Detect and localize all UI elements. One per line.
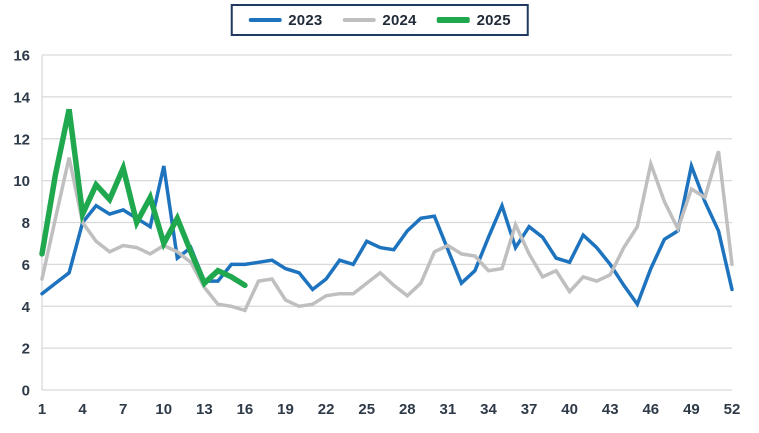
legend-swatch-2024 <box>342 18 376 22</box>
legend-item-2024: 2024 <box>342 12 416 29</box>
x-tick-label: 49 <box>683 401 700 418</box>
x-tick-label: 19 <box>277 401 294 418</box>
legend-swatch-2023 <box>248 18 282 22</box>
series-line-2024 <box>40 150 734 313</box>
y-tick-label: 14 <box>13 89 30 106</box>
x-tick-label: 10 <box>155 401 172 418</box>
y-tick-label: 12 <box>13 131 30 148</box>
y-tick-label: 8 <box>22 215 30 232</box>
x-tick-label: 13 <box>196 401 213 418</box>
x-tick-label: 34 <box>480 401 497 418</box>
x-tick-label: 43 <box>602 401 619 418</box>
x-tick-label: 16 <box>237 401 254 418</box>
y-tick-label: 16 <box>13 48 30 65</box>
y-tick-label: 6 <box>22 257 30 274</box>
legend-swatch-2025 <box>436 17 470 23</box>
y-tick-label: 0 <box>22 383 30 400</box>
x-tick-label: 22 <box>318 401 335 418</box>
x-tick-label: 37 <box>521 401 538 418</box>
y-tick-labels: 0 2 4 6 8 10 12 14 16 <box>13 48 30 400</box>
y-tick-label: 10 <box>13 173 30 190</box>
series-line-2025 <box>39 108 248 289</box>
x-tick-label: 52 <box>724 401 741 418</box>
y-tick-label: 4 <box>22 299 31 316</box>
x-tick-label: 31 <box>440 401 457 418</box>
legend-item-2025: 2025 <box>436 11 511 29</box>
x-tick-labels: 1 4 7 10 13 16 19 22 25 28 31 34 37 40 43 46 49 52 <box>38 401 741 418</box>
x-tick-label: 7 <box>119 401 127 418</box>
legend-label-2025: 2025 <box>476 11 511 29</box>
x-tick-label: 4 <box>78 401 87 418</box>
x-tick-label: 46 <box>642 401 659 418</box>
legend-label-2023: 2023 <box>288 11 323 29</box>
chart-legend: 2023 2024 2025 <box>230 4 529 36</box>
x-tick-label: 25 <box>358 401 375 418</box>
y-tick-label: 2 <box>22 341 30 358</box>
legend-label-2024: 2024 <box>382 11 417 29</box>
x-tick-label: 1 <box>38 401 46 418</box>
x-tick-label: 28 <box>399 401 416 418</box>
legend-item-2023: 2023 <box>248 12 322 29</box>
series-line-2023 <box>40 159 734 308</box>
x-tick-label: 40 <box>561 401 578 418</box>
